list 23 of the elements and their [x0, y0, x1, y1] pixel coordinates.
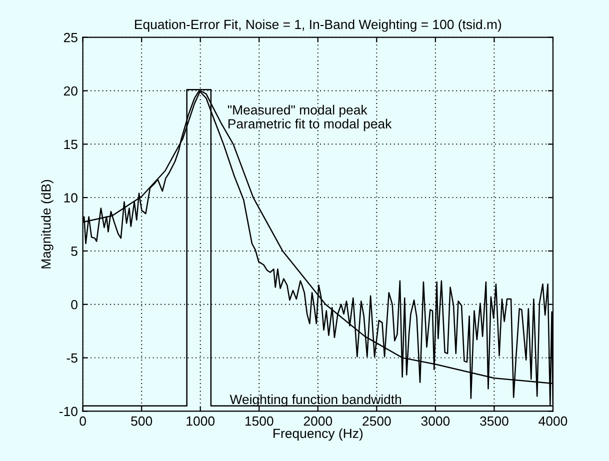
y-tick-label: 10 [64, 193, 78, 202]
y-tick-label: -5 [66, 354, 78, 363]
y-tick-label: -10 [59, 406, 78, 416]
annotation: Parametric fit to modal peak [228, 118, 392, 132]
annotation: Weighting function bandwidth [230, 394, 402, 407]
y-tick-label: 5 [71, 246, 78, 256]
y-tick-label: 25 [64, 32, 78, 42]
x-tick-label: 2500 [362, 416, 391, 426]
x-tick-label: 500 [131, 416, 152, 426]
annotation: "Measured" modal peak [228, 104, 368, 118]
x-tick-label: 0 [80, 416, 86, 426]
y-tick-label: 0 [71, 300, 78, 310]
x-axis-title: Frequency (Hz) [274, 428, 363, 441]
x-tick-label: 2000 [304, 416, 332, 426]
y-axis-title: Magnitude (dB) [41, 180, 54, 268]
x-tick-label: 3500 [480, 416, 508, 426]
x-tick-label: 1500 [245, 416, 274, 426]
chart-title: Equation-Error Fit, Noise = 1, In-Band Weighting = 100 (tsid.m) [135, 19, 502, 32]
x-tick-label: 1000 [186, 416, 215, 426]
x-tick-label: 4000 [538, 416, 568, 426]
x-tick-label: 3000 [421, 416, 450, 426]
y-tick-label: 15 [64, 140, 78, 150]
y-tick-label: 20 [64, 86, 78, 96]
